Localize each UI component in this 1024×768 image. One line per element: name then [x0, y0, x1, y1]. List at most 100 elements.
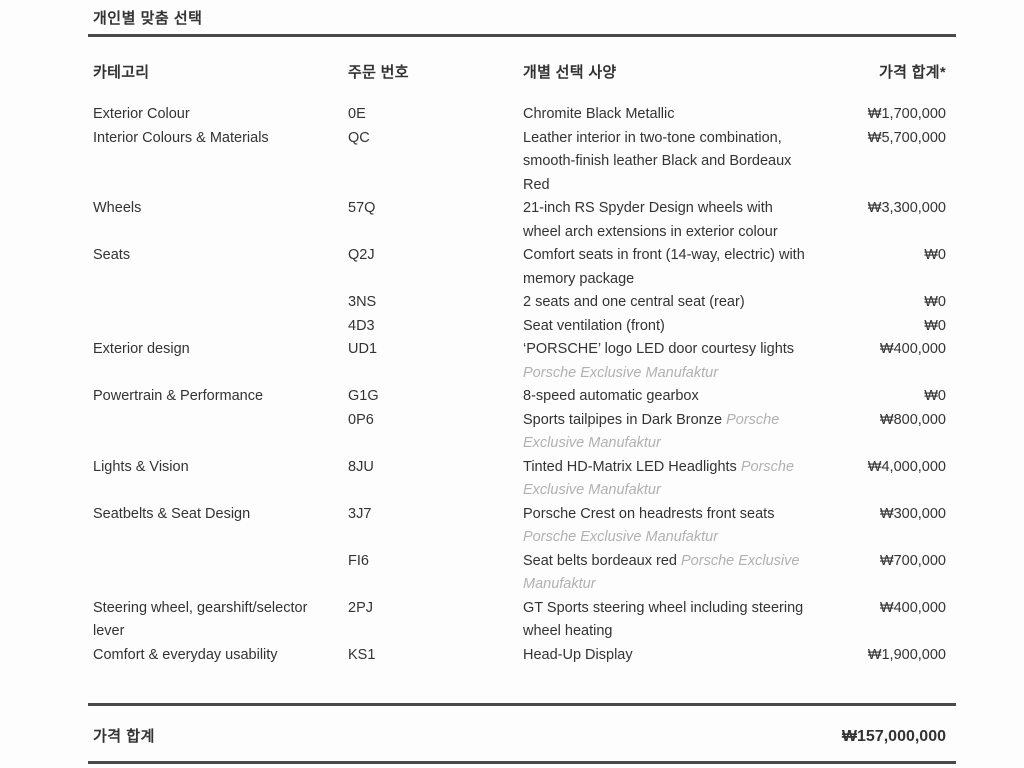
category-cell: Steering wheel, gearshift/selector lever: [93, 599, 308, 640]
table-row: Seatbelts & Seat Design 3J7 Porsche Crest …: [88, 503, 956, 550]
page-title: 개인별 맞춤 선택: [93, 10, 203, 27]
order-number-cell: 3J7: [348, 505, 372, 522]
category-cell: Exterior Colour: [93, 106, 190, 122]
description-text: GT Sports steering wheel including steer…: [523, 599, 804, 640]
category-cell: Powertrain & Performance: [93, 388, 264, 404]
description-text: Sports tailpipes in Dark Bronze: [523, 411, 727, 428]
table-row: 3NS 2 seats and one central seat (rear) ₩0: [88, 291, 956, 315]
order-number-cell: 2PJ: [348, 599, 373, 616]
title-divider: [88, 34, 956, 37]
table-row: Seats Q2J Comfort seats in front (14-way, …: [88, 244, 956, 291]
table-row: Steering wheel, gearshift/selector lever…: [88, 597, 956, 644]
order-number-cell: KS1: [348, 646, 376, 663]
column-header-category: 카테고리: [93, 64, 150, 81]
order-number-cell: QC: [348, 129, 370, 146]
document-content: 개인별 맞춤 선택 카테고리 주문 번호 개별 선택 사양 가격 합계* Ext…: [88, 0, 956, 667]
description-cell: Porsche Crest on headrests front seats P…: [523, 503, 820, 550]
order-number-cell: 4D3: [348, 317, 375, 334]
table-row: Interior Colours & Materials QC Leather in…: [88, 127, 956, 198]
description-text: Head-Up Display: [523, 646, 633, 663]
manufaktur-label: Porsche Exclusive Manufaktur: [523, 458, 795, 499]
category-cell: [93, 409, 348, 456]
category-cell: Comfort & everyday usability: [93, 646, 278, 663]
price-cell: ₩5,700,000: [867, 129, 946, 146]
price-cell: ₩300,000: [879, 505, 946, 522]
price-cell: ₩0: [924, 317, 946, 334]
category-cell: Exterior design: [93, 341, 190, 357]
description-text: Tinted HD-Matrix LED Headlights: [523, 458, 741, 475]
description-cell: Head-Up Display: [523, 644, 820, 668]
total-label: 가격 합계: [93, 728, 155, 745]
table-row: Comfort & everyday usability KS1 Head-Up D…: [88, 644, 956, 668]
total-top-divider: [88, 703, 956, 706]
description-text: Comfort seats in front (14-way, electric…: [523, 247, 805, 287]
description-text: ‘PORSCHE’ logo LED door courtesy lights: [523, 341, 795, 357]
total-value: ₩157,000,000: [841, 728, 946, 745]
order-number-cell: Q2J: [348, 247, 375, 263]
description-text: Seat ventilation (front): [523, 317, 665, 334]
table-body: Exterior Colour 0E Chromite Black Metallic…: [88, 103, 956, 667]
price-cell: ₩400,000: [879, 599, 946, 616]
price-cell: ₩1,700,000: [867, 106, 946, 122]
description-text: Chromite Black Metallic: [523, 106, 675, 122]
price-cell: ₩0: [924, 388, 946, 404]
description-cell: 8-speed automatic gearbox: [523, 385, 820, 409]
order-number-cell: UD1: [348, 341, 378, 357]
manufaktur-label: Porsche Exclusive Manufaktur: [523, 364, 719, 381]
description-text: Seat belts bordeaux red: [523, 552, 681, 569]
description-cell: Seat ventilation (front): [523, 315, 820, 339]
options-table: 카테고리 주문 번호 개별 선택 사양 가격 합계* Exterior Colo…: [88, 63, 956, 667]
description-cell: Sports tailpipes in Dark Bronze Porsche …: [523, 409, 820, 456]
manufaktur-label: Porsche Exclusive Manufaktur: [523, 552, 800, 593]
category-cell: Lights & Vision: [93, 458, 189, 475]
category-cell: Seatbelts & Seat Design: [93, 505, 251, 522]
description-cell: Comfort seats in front (14-way, electric…: [523, 244, 820, 291]
category-cell: Interior Colours & Materials: [93, 129, 269, 146]
description-text: 8-speed automatic gearbox: [523, 388, 699, 404]
price-cell: ₩1,900,000: [867, 646, 946, 663]
description-cell: 2 seats and one central seat (rear): [523, 291, 820, 315]
description-text: 21-inch RS Spyder Design wheels with whe…: [523, 200, 778, 240]
table-row: 4D3 Seat ventilation (front) ₩0: [88, 315, 956, 339]
table-row: Exterior Colour 0E Chromite Black Metallic…: [88, 103, 956, 127]
description-cell: 21-inch RS Spyder Design wheels with whe…: [523, 197, 820, 244]
category-cell: Wheels: [93, 200, 142, 216]
category-cell: [93, 315, 348, 339]
column-header-order-number: 주문 번호: [348, 64, 409, 81]
manufaktur-label: Porsche Exclusive Manufaktur: [523, 529, 719, 545]
price-cell: ₩0: [924, 294, 946, 310]
description-cell: Tinted HD-Matrix LED Headlights Porsche …: [523, 456, 820, 503]
order-number-cell: 0P6: [348, 411, 374, 428]
price-cell: ₩4,000,000: [867, 458, 946, 475]
total-row: 가격 합계 ₩157,000,000: [93, 726, 946, 748]
description-text: Leather interior in two-tone combination…: [523, 129, 792, 193]
order-number-cell: FI6: [348, 552, 369, 569]
column-header-price: 가격 합계*: [878, 64, 946, 81]
description-cell: ‘PORSCHE’ logo LED door courtesy lights …: [523, 338, 820, 385]
description-cell: Leather interior in two-tone combination…: [523, 127, 820, 198]
description-text: Porsche Crest on headrests front seats: [523, 505, 775, 522]
order-number-cell: 0E: [348, 106, 366, 122]
description-text: 2 seats and one central seat (rear): [523, 294, 745, 310]
description-cell: GT Sports steering wheel including steer…: [523, 597, 820, 644]
category-cell: [93, 291, 348, 315]
table-row: Wheels 57Q 21-inch RS Spyder Design wheels…: [88, 197, 956, 244]
table-row: 0P6 Sports tailpipes in Dark Bronze Porsc…: [88, 409, 956, 456]
total-bottom-divider: [88, 761, 956, 764]
order-number-cell: G1G: [348, 388, 379, 404]
price-cell: ₩800,000: [879, 411, 946, 428]
order-number-cell: 8JU: [348, 458, 374, 475]
table-row: FI6 Seat belts bordeaux red Porsche Exclu…: [88, 550, 956, 597]
table-header-row: 카테고리 주문 번호 개별 선택 사양 가격 합계*: [88, 63, 956, 83]
price-cell: ₩700,000: [879, 552, 946, 569]
category-cell: Seats: [93, 247, 131, 263]
description-cell: Seat belts bordeaux red Porsche Exclusiv…: [523, 550, 820, 597]
total-section: 가격 합계 ₩157,000,000: [88, 703, 956, 764]
table-row: Lights & Vision 8JU Tinted HD-Matrix LED H…: [88, 456, 956, 503]
column-header-option: 개별 선택 사양: [523, 64, 617, 81]
price-cell: ₩3,300,000: [867, 200, 946, 216]
order-number-cell: 57Q: [348, 200, 376, 216]
price-cell: ₩400,000: [879, 341, 946, 357]
price-cell: ₩0: [924, 247, 946, 263]
